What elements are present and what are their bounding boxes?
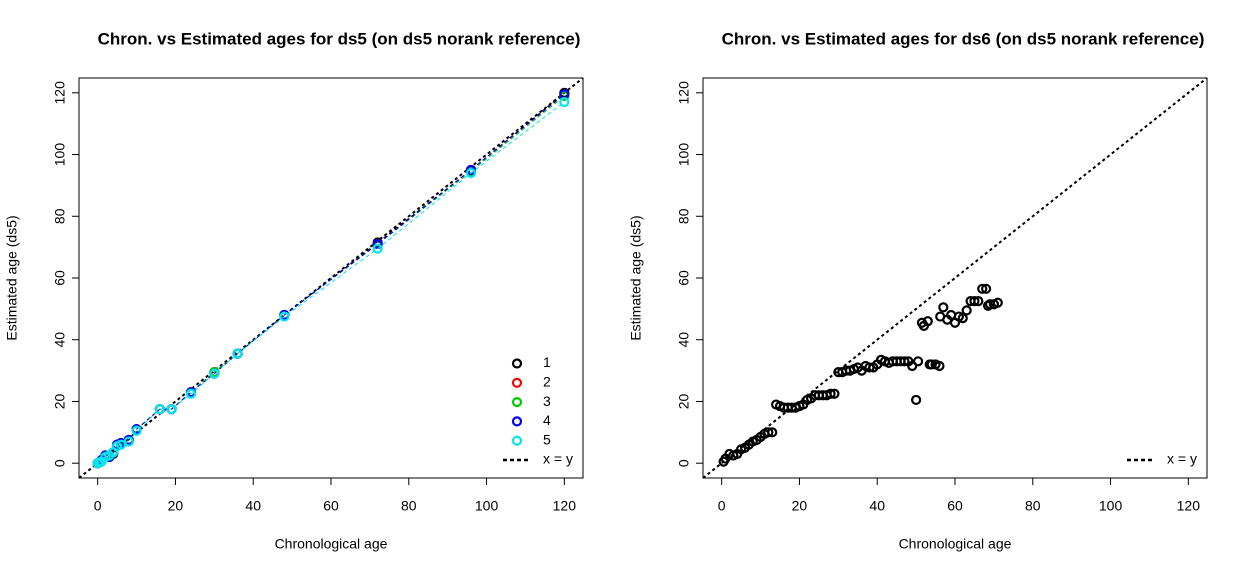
- point: [763, 427, 774, 438]
- point: [767, 427, 778, 438]
- point: [166, 404, 177, 415]
- point: [825, 388, 836, 399]
- point: [131, 425, 142, 436]
- y-tick-label: 100: [676, 143, 692, 167]
- y-tick-label: 40: [676, 332, 692, 348]
- point: [957, 313, 968, 324]
- point: [829, 388, 840, 399]
- point: [934, 360, 945, 372]
- plot-frame: [702, 77, 1208, 479]
- y-tick-label: 120: [52, 81, 68, 105]
- plot-frame: [78, 77, 584, 479]
- legend-label: 2: [543, 374, 551, 390]
- x-tick-label: 40: [245, 498, 261, 514]
- plot-area: [79, 78, 583, 478]
- point: [969, 296, 980, 307]
- x-tick-label: 0: [718, 498, 726, 514]
- legend-symbol: [511, 416, 523, 427]
- y-tick-label: 100: [52, 143, 68, 167]
- y-tick-label: 80: [52, 208, 68, 224]
- point: [154, 404, 165, 415]
- point: [209, 368, 220, 379]
- point: [973, 296, 984, 307]
- x-axis-label: Chronological age: [899, 536, 1012, 552]
- legend-symbol: [511, 397, 523, 408]
- series-line: [97, 93, 565, 464]
- x-tick-label: 120: [1177, 498, 1201, 514]
- x-tick-label: 60: [323, 498, 339, 514]
- legend-label: 3: [543, 393, 551, 409]
- point: [465, 167, 477, 179]
- legend-label: x = y: [543, 451, 573, 467]
- y-tick-label: 20: [52, 393, 68, 409]
- legend-symbol: [511, 377, 523, 388]
- point: [185, 388, 197, 399]
- reference-line: [79, 78, 583, 478]
- x-tick-label: 100: [1099, 498, 1123, 514]
- point: [123, 436, 134, 447]
- point: [372, 243, 383, 254]
- point: [912, 356, 924, 367]
- y-tick-label: 60: [676, 270, 692, 286]
- y-tick-label: 60: [52, 270, 68, 286]
- x-tick-label: 40: [869, 498, 885, 514]
- y-tick-label: 40: [52, 332, 68, 348]
- point: [992, 297, 1003, 308]
- x-tick-label: 100: [475, 498, 499, 514]
- chart-title: Chron. vs Estimated ages for ds5 (on ds5…: [98, 29, 581, 48]
- x-tick-label: 20: [792, 498, 808, 514]
- y-tick-label: 20: [676, 393, 692, 409]
- point: [922, 316, 933, 327]
- x-tick-label: 60: [947, 498, 963, 514]
- legend-label: 1: [543, 354, 551, 370]
- point: [559, 96, 570, 108]
- y-axis-label: Estimated age (ds5): [4, 215, 20, 340]
- y-tick-label: 0: [676, 459, 692, 467]
- point: [279, 311, 290, 322]
- y-tick-label: 0: [52, 459, 68, 467]
- y-tick-label: 80: [676, 208, 692, 224]
- point: [981, 283, 992, 294]
- x-axis-label: Chronological age: [275, 536, 388, 552]
- chart-title: Chron. vs Estimated ages for ds6 (on ds5…: [722, 29, 1205, 48]
- point: [911, 394, 922, 406]
- legend-symbol: [511, 435, 523, 446]
- point: [899, 356, 910, 367]
- x-tick-label: 120: [553, 498, 577, 514]
- legend-label: 5: [543, 431, 551, 447]
- x-tick-label: 80: [401, 498, 417, 514]
- point: [977, 283, 988, 294]
- legend-symbol: [511, 358, 523, 369]
- y-tick-label: 120: [676, 81, 692, 105]
- plot-area: [703, 78, 1207, 478]
- reference-line: [703, 78, 1207, 478]
- point: [232, 348, 243, 359]
- point: [938, 302, 949, 313]
- x-tick-label: 80: [1025, 498, 1041, 514]
- y-axis-label: Estimated age (ds5): [628, 215, 644, 340]
- legend-label: 4: [543, 412, 551, 428]
- x-tick-label: 0: [94, 498, 102, 514]
- x-tick-label: 20: [168, 498, 184, 514]
- legend-label: x = y: [1167, 451, 1197, 467]
- point: [961, 305, 972, 316]
